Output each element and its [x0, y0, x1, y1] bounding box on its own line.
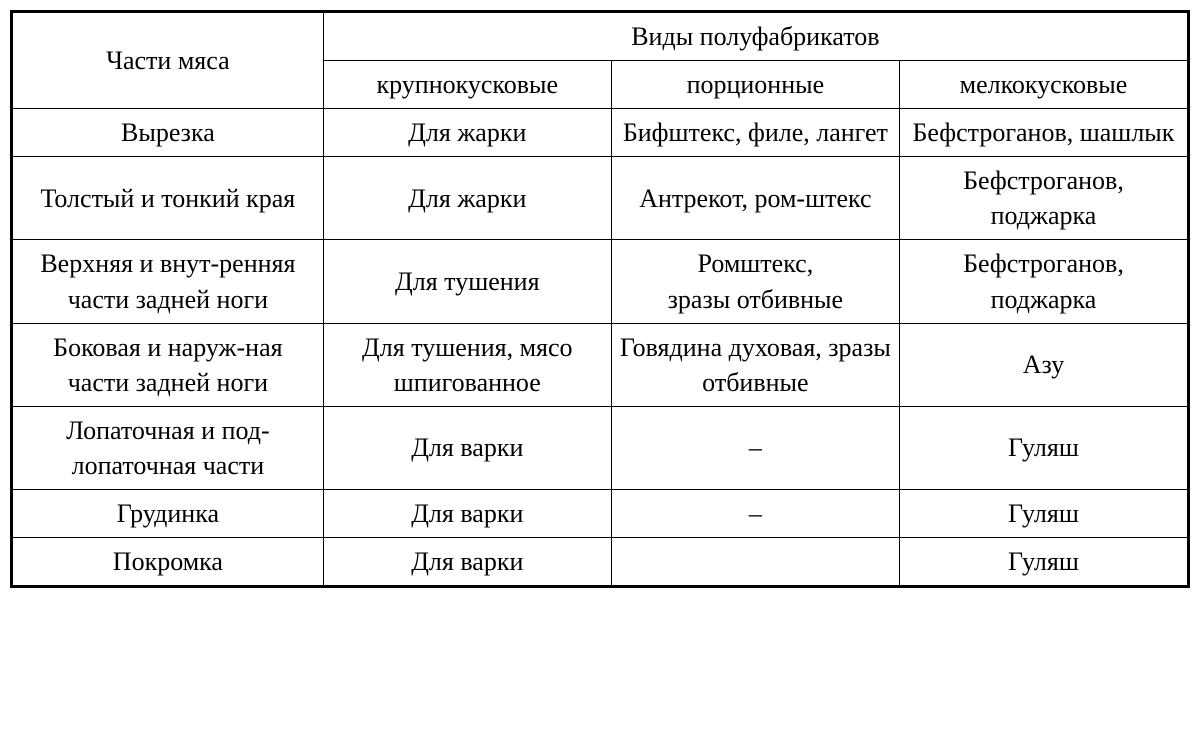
cell-col1: Для жарки	[323, 109, 611, 157]
cell-col3: Гуляш	[899, 490, 1187, 538]
cell-col1: Для жарки	[323, 157, 611, 240]
cell-col2: –	[611, 406, 899, 489]
cell-col3: Гуляш	[899, 406, 1187, 489]
table-row: Покромка Для варки Гуляш	[13, 538, 1188, 586]
cell-parts: Толстый и тонкий края	[13, 157, 324, 240]
cell-parts: Лопаточная и под-лопаточная части	[13, 406, 324, 489]
cell-col1: Для варки	[323, 406, 611, 489]
cell-parts: Покромка	[13, 538, 324, 586]
table-row: Боковая и наруж-наячасти задней ноги Для…	[13, 323, 1188, 406]
table-row: Толстый и тонкий края Для жарки Антрекот…	[13, 157, 1188, 240]
table-row: Грудинка Для варки – Гуляш	[13, 490, 1188, 538]
table-row: Лопаточная и под-лопаточная части Для ва…	[13, 406, 1188, 489]
table-row: Вырезка Для жарки Бифштекс, филе, лангет…	[13, 109, 1188, 157]
cell-parts: Грудинка	[13, 490, 324, 538]
cell-parts: Вырезка	[13, 109, 324, 157]
meat-products-table: Части мяса Виды полуфабрикатов крупнокус…	[10, 10, 1190, 588]
cell-col2: Говядина духовая, зразы отбивные	[611, 323, 899, 406]
header-parts: Части мяса	[13, 13, 324, 109]
subheader-portion: порционные	[611, 61, 899, 109]
header-types: Виды полуфабрикатов	[323, 13, 1187, 61]
cell-col1: Для варки	[323, 538, 611, 586]
subheader-small: мелкокусковые	[899, 61, 1187, 109]
cell-col2	[611, 538, 899, 586]
cell-col1: Для варки	[323, 490, 611, 538]
cell-col2: Антрекот, ром-штекс	[611, 157, 899, 240]
table: Части мяса Виды полуфабрикатов крупнокус…	[12, 12, 1188, 586]
cell-col3: Гуляш	[899, 538, 1187, 586]
subheader-large: крупнокусковые	[323, 61, 611, 109]
cell-parts: Боковая и наруж-наячасти задней ноги	[13, 323, 324, 406]
cell-col3: Бефстроганов, шашлык	[899, 109, 1187, 157]
cell-parts: Верхняя и внут-ренняячасти задней ноги	[13, 240, 324, 323]
cell-col1: Для тушения	[323, 240, 611, 323]
cell-col2: Ромштекс,зразы отбивные	[611, 240, 899, 323]
cell-col3: Азу	[899, 323, 1187, 406]
table-body: Вырезка Для жарки Бифштекс, филе, лангет…	[13, 109, 1188, 586]
table-header-row-1: Части мяса Виды полуфабрикатов	[13, 13, 1188, 61]
cell-col1: Для тушения, мясо шпигованное	[323, 323, 611, 406]
cell-col2: Бифштекс, филе, лангет	[611, 109, 899, 157]
cell-col3: Бефстроганов, поджарка	[899, 157, 1187, 240]
cell-col3: Бефстроганов, поджарка	[899, 240, 1187, 323]
cell-col2: –	[611, 490, 899, 538]
table-row: Верхняя и внут-ренняячасти задней ноги Д…	[13, 240, 1188, 323]
